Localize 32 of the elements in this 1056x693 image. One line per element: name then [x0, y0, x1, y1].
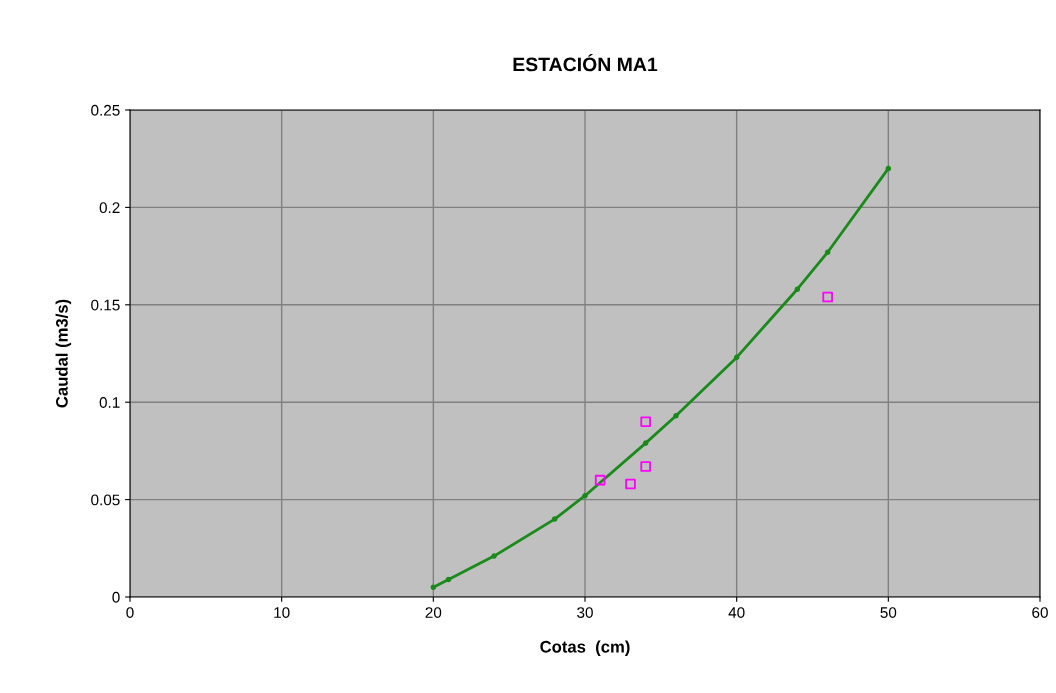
y-axis-title: Caudal (m3/s) — [55, 299, 72, 408]
x-tick-label: 60 — [1032, 607, 1048, 618]
point — [430, 584, 437, 591]
point — [822, 291, 833, 303]
point — [673, 413, 679, 419]
point — [794, 286, 801, 292]
x-tick-label: 0 — [126, 607, 134, 618]
point — [824, 249, 831, 255]
point — [625, 478, 636, 490]
point — [885, 165, 892, 172]
point — [551, 516, 558, 522]
point — [491, 553, 497, 559]
y-tick-label: 0.1 — [99, 397, 120, 408]
x-tick-label: 20 — [425, 607, 442, 618]
x-axis-title: Cotas (cm) — [540, 640, 630, 656]
x-tick-label: 30 — [577, 607, 593, 618]
point — [640, 461, 651, 472]
point — [594, 474, 606, 486]
point — [640, 416, 651, 427]
y-tick-label: 0.25 — [91, 104, 120, 116]
point — [733, 354, 740, 361]
point — [445, 576, 452, 583]
chart-title: ESTACIÓN MA1 — [513, 53, 658, 72]
y-tick-label: 0.15 — [91, 299, 120, 311]
y-tick-label: 0 — [112, 591, 120, 603]
y-tick-label: 0.05 — [91, 494, 120, 506]
x-tick-label: 10 — [274, 607, 290, 618]
x-tick-label: 50 — [880, 607, 897, 618]
point — [582, 492, 588, 499]
y-tick-label: 0.2 — [99, 202, 120, 214]
point — [642, 440, 649, 446]
x-tick-label: 40 — [728, 607, 745, 618]
